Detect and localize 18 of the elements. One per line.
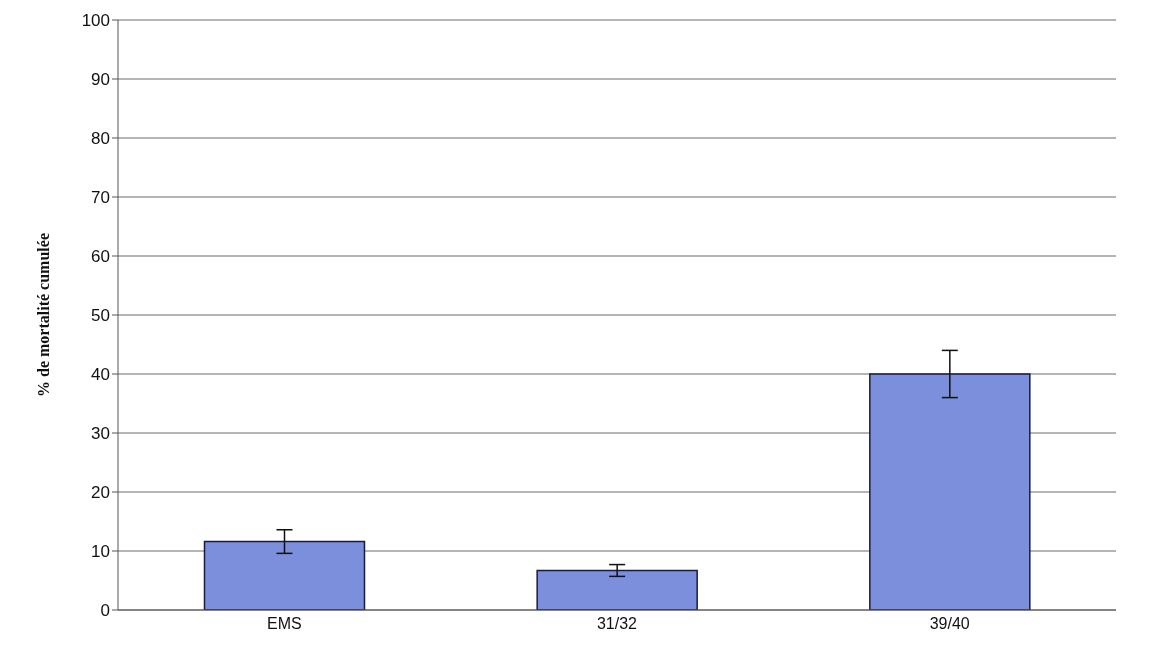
y-tick-label: 0 bbox=[100, 601, 110, 621]
y-tick-label: 90 bbox=[91, 70, 110, 90]
x-tick-label: EMS bbox=[267, 615, 302, 633]
x-tick-label: 39/40 bbox=[929, 615, 970, 633]
y-tick-label: 80 bbox=[91, 129, 110, 149]
bar bbox=[203, 540, 366, 610]
y-tick-label: 40 bbox=[91, 365, 110, 385]
y-axis-title: % de mortalité cumulée bbox=[34, 233, 52, 397]
bar bbox=[869, 373, 1031, 610]
y-tick-label: 10 bbox=[91, 542, 110, 562]
y-tick-label: 70 bbox=[91, 188, 110, 208]
y-tick-label: 50 bbox=[91, 306, 110, 326]
y-tick-label: 100 bbox=[81, 11, 110, 31]
y-tick-label: 60 bbox=[91, 247, 110, 267]
x-tick-label: 31/32 bbox=[596, 615, 638, 633]
y-tick-label: 20 bbox=[91, 483, 110, 503]
bar bbox=[536, 569, 698, 610]
y-tick-label: 30 bbox=[91, 424, 110, 444]
